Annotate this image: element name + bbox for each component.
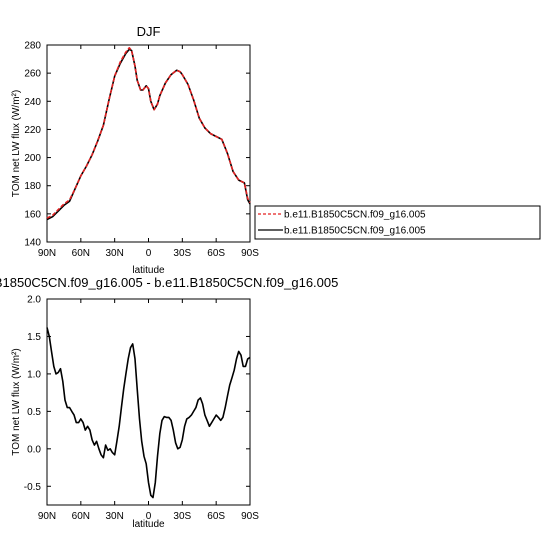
- top-y-tick-label: 200: [24, 153, 41, 164]
- bottom-x-tick-label: 60S: [207, 511, 225, 522]
- top-chart-title: DJF: [137, 24, 161, 39]
- top-series-lines: [46, 46, 251, 221]
- bottom-y-axis-label: TOM net LW flux (W/m²): [11, 348, 22, 455]
- bottom-y-tick-label: 2.0: [27, 295, 41, 306]
- bottom-chart-title: b.e11.B1850C5CN.f09_g16.005 - b.e11.B185…: [0, 275, 338, 290]
- top-x-axis-label: latitude: [132, 265, 165, 276]
- top-y-tick-label: 160: [24, 209, 41, 220]
- bottom-x-tick-label: 0: [146, 511, 152, 522]
- legend: b.e11.B1850C5CN.f09_g16.005 b.e11.B1850C…: [254, 205, 541, 240]
- top-x-tick-label: 90S: [241, 248, 259, 259]
- top-x-tick-label: 0: [146, 248, 152, 259]
- bottom-series-line-1: [46, 327, 251, 499]
- bottom-x-axis-label: latitude: [132, 519, 165, 530]
- bottom-x-tick-label: 90N: [38, 511, 56, 522]
- top-y-tick-label: 180: [24, 181, 41, 192]
- bottom-y-tick-label: 0.5: [27, 407, 41, 418]
- bottom-x-tick-label: 30N: [105, 511, 123, 522]
- bottom-plot-frame: [46, 298, 251, 506]
- bottom-x-ticks: 90N 60N 30N 0 30S 60S 90S: [38, 299, 259, 522]
- top-y-tick-label: 220: [24, 125, 41, 136]
- top-y-axis-label: TOM net LW flux (W/m²): [11, 90, 22, 197]
- top-x-tick-label: 90N: [38, 248, 56, 259]
- bottom-series-lines: [46, 327, 251, 499]
- legend-label-2: b.e11.B1850C5CN.f09_g16.005: [284, 226, 426, 237]
- bottom-y-ticks: -0.5 0.0 0.5 1.0 1.5 2.0: [24, 295, 250, 493]
- top-x-tick-label: 30N: [105, 248, 123, 259]
- top-chart: DJF 140 160 180 200 220 240 260 280 90N 60N 30N 0 3…: [11, 24, 259, 276]
- bottom-y-tick-label: 1.5: [27, 332, 41, 343]
- legend-label-1: b.e11.B1850C5CN.f09_g16.005: [284, 210, 426, 221]
- legend-box: [254, 205, 541, 240]
- bottom-y-tick-label: 1.0: [27, 369, 41, 380]
- bottom-x-tick-label: 30S: [173, 511, 191, 522]
- top-y-tick-label: 260: [24, 69, 41, 80]
- top-series-line-1: [46, 46, 251, 219]
- bottom-x-tick-label: 60N: [72, 511, 90, 522]
- top-y-tick-label: 240: [24, 97, 41, 108]
- top-series-line-2: [46, 48, 251, 221]
- top-x-ticks: 90N 60N 30N 0 30S 60S 90S: [38, 45, 259, 259]
- bottom-y-tick-label: 0.0: [27, 444, 41, 455]
- bottom-x-tick-label: 90S: [241, 511, 259, 522]
- top-x-tick-label: 60S: [207, 248, 225, 259]
- top-x-tick-label: 30S: [173, 248, 191, 259]
- top-x-tick-label: 60N: [72, 248, 90, 259]
- bottom-chart: b.e11.B1850C5CN.f09_g16.005 - b.e11.B185…: [0, 275, 338, 530]
- top-y-tick-label: 280: [24, 41, 41, 52]
- top-plot-frame: [46, 44, 251, 243]
- top-y-ticks: 140 160 180 200 220 240 260 280: [24, 41, 250, 249]
- top-y-tick-label: 140: [24, 238, 41, 249]
- bottom-y-tick-label: -0.5: [24, 482, 42, 493]
